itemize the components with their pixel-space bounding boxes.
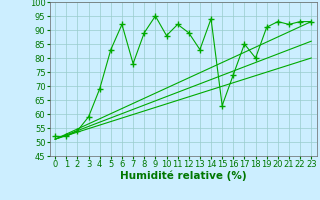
X-axis label: Humidité relative (%): Humidité relative (%) (120, 171, 246, 181)
